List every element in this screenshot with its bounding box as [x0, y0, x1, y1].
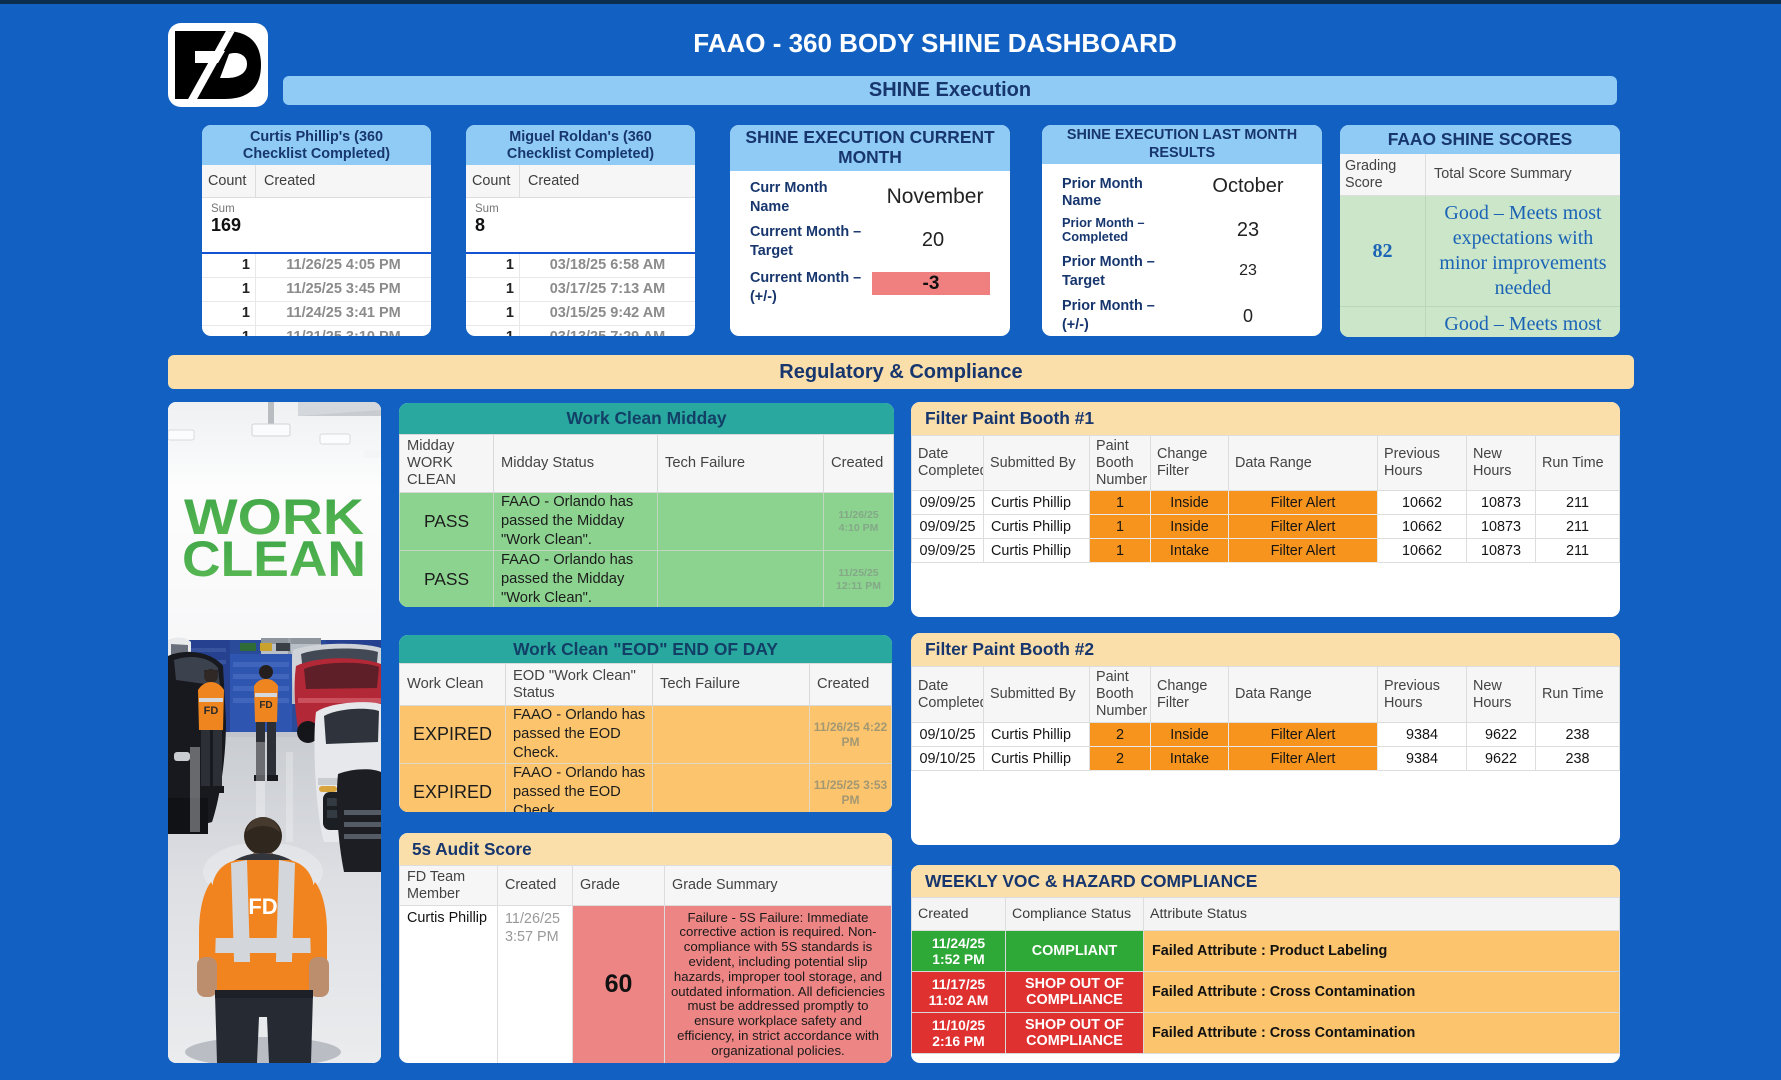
svg-text:CLEAN: CLEAN: [182, 531, 366, 587]
svg-text:FD: FD: [248, 894, 277, 919]
svg-text:FD: FD: [204, 705, 219, 717]
svg-text:FD: FD: [259, 700, 272, 711]
svg-text:WORK: WORK: [184, 489, 364, 545]
